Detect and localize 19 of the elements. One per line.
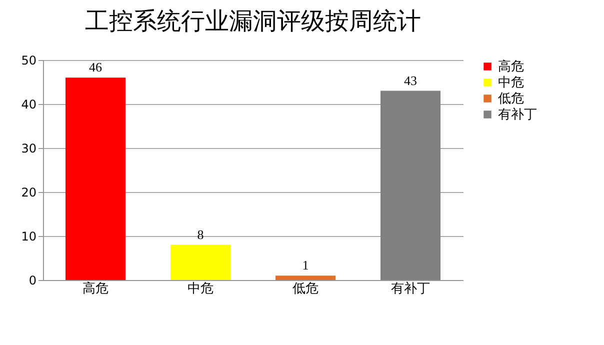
legend-label: 中危: [498, 76, 524, 90]
legend-label: 有补丁: [498, 108, 537, 122]
legend-label: 低危: [498, 92, 524, 106]
data-label: 46: [89, 60, 102, 75]
y-tick-label: 50: [21, 54, 36, 68]
x-tick-label: 中危: [188, 282, 214, 296]
data-label: 1: [302, 258, 309, 273]
y-tick-label: 30: [21, 142, 36, 156]
x-tick-label: 低危: [292, 282, 318, 296]
data-label: 8: [197, 226, 204, 242]
y-tick-label: 40: [21, 98, 36, 112]
y-tick-label: 0: [28, 274, 36, 288]
legend-label: 高危: [498, 58, 524, 74]
y-tick-label: 20: [21, 186, 36, 200]
data-label: 43: [404, 72, 417, 88]
x-tick-label: 有补丁: [391, 282, 430, 296]
y-tick-label: 10: [21, 230, 36, 244]
x-tick-label: 高危: [82, 280, 108, 296]
chart-title: 工控系统行业漏洞评级按周统计: [85, 7, 421, 35]
